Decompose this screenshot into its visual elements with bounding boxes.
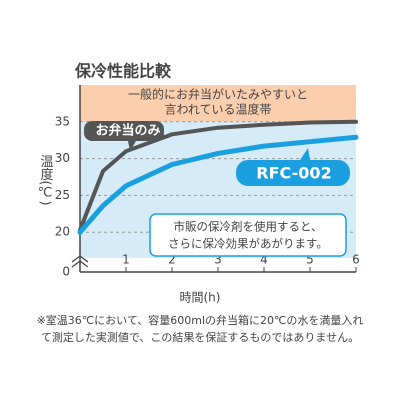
legend-box — [84, 121, 164, 151]
y-axis-label: 温度(℃) — [38, 154, 54, 205]
annotation: さらに保冷効果があがります。 — [168, 237, 328, 251]
band-label: 言われている温度帯 — [164, 102, 271, 117]
annotation-box — [149, 213, 347, 257]
x-tick-label: 6 — [352, 253, 360, 267]
y-tick-label: 30 — [55, 151, 70, 165]
legend-box — [236, 148, 350, 186]
legend-label: お弁当のみ — [95, 123, 160, 139]
y-tick-label: 25 — [55, 188, 70, 202]
legend-label: RFC-002 — [256, 164, 331, 183]
footnote: ※室温36℃において、容量600mlの弁当箱に20℃の水を満量入れ — [37, 313, 364, 327]
x-tick-label: 4 — [260, 253, 268, 267]
data-line — [78, 119, 358, 233]
chart-title: 保冷性能比較 — [74, 62, 172, 81]
footnote: て測定した実測値で、この結果を保証するものではありません。 — [41, 330, 359, 344]
x-tick-label: 3 — [214, 253, 222, 267]
y-tick-label: 35 — [55, 114, 70, 128]
annotation: 市販の保冷剤を使用すると、 — [173, 220, 322, 234]
y-tick-label: 20 — [55, 225, 70, 239]
danger-band — [80, 85, 356, 122]
x-tick-label: 1 — [122, 253, 130, 267]
x-tick-label: 5 — [306, 253, 314, 267]
data-line — [77, 134, 359, 235]
x-axis-label: 時間(h) — [180, 291, 221, 305]
x-tick-label: 2 — [168, 253, 176, 267]
band-label: 一般的にお弁当がいたみやすいと — [128, 87, 308, 102]
y-tick-label: 0 — [62, 265, 70, 279]
axis-break — [71, 255, 89, 268]
